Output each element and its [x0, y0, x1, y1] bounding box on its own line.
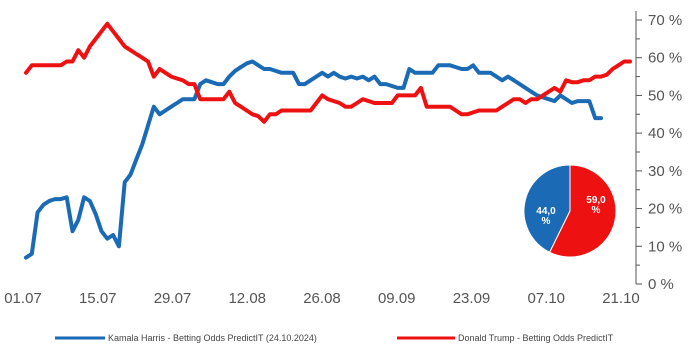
x-axis-labels: 01.07 15.07 29.07 12.08 26.08 09.09 23.09 07.10…: [4, 290, 640, 307]
legend-label-trump: Donald Trump - Betting Odds PredictIT: [458, 333, 614, 343]
series-line-harris: [24, 59, 603, 260]
pie-label-trump: 59,0%: [586, 195, 606, 216]
y-tick-label: 10 %: [648, 238, 682, 255]
pie-slice-harris: [523, 164, 571, 253]
pie-chart: 44,0 % 59,0%: [523, 164, 617, 258]
x-tick-label: 01.07: [4, 290, 42, 307]
y-tick-label: 50 %: [648, 87, 682, 104]
y-tick-label: 70 %: [648, 12, 682, 29]
x-tick-label: 09.09: [378, 290, 416, 307]
x-tick-label: 29.07: [154, 290, 192, 307]
x-tick-label: 23.09: [453, 290, 491, 307]
x-tick-label: 21.10: [602, 290, 640, 307]
x-tick-label: 07.10: [527, 290, 565, 307]
x-tick-label: 15.07: [79, 290, 117, 307]
lines-layer: [24, 21, 632, 260]
y-tick-label: 0 %: [648, 276, 674, 293]
x-tick-label: 26.08: [303, 290, 341, 307]
y-tick-label: 40 %: [648, 125, 682, 142]
pie-slice-trump: [549, 164, 617, 258]
y-tick-label: 30 %: [648, 163, 682, 180]
x-tick-label: 12.08: [228, 290, 266, 307]
legend: Kamala Harris - Betting Odds PredictIT (…: [55, 333, 614, 343]
y-tick-label: 60 %: [648, 50, 682, 67]
pie-label-harris: 44,0%: [536, 206, 556, 227]
series-line-trump: [24, 21, 632, 124]
y-tick-label: 20 %: [648, 201, 682, 218]
right-y-axis: 0 % 10 % 20 % 30 % 40 % 50 % 60 % 70 %: [635, 11, 682, 293]
legend-label-harris: Kamala Harris - Betting Odds PredictIT (…: [108, 333, 317, 343]
